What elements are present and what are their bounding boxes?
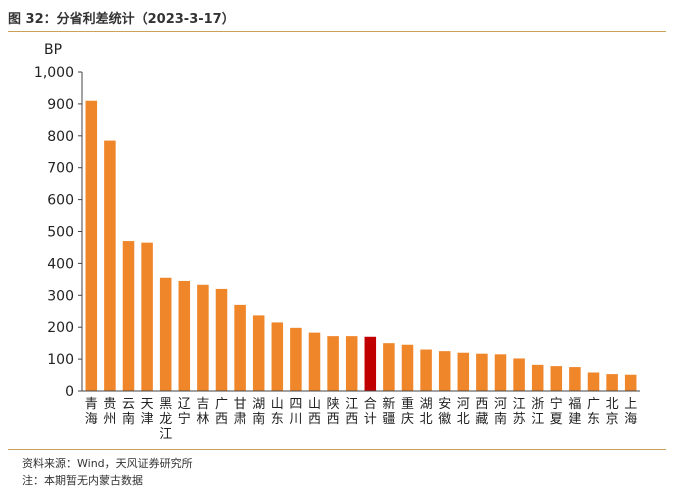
y-tick-label: 0 — [65, 384, 74, 400]
x-category-label: 上海 — [624, 397, 637, 427]
source-note: 资料来源：Wind，天风证券研究所 — [22, 457, 193, 470]
y-tick-label: 100 — [47, 352, 74, 368]
title-divider — [8, 31, 666, 32]
x-category-label: 重庆 — [401, 396, 414, 427]
x-category-label: 河北 — [457, 397, 470, 427]
x-category-label: 宁夏 — [550, 396, 563, 427]
bar — [345, 336, 358, 391]
y-tick-label: 500 — [47, 225, 74, 241]
x-category-label: 江苏 — [513, 397, 526, 427]
bar — [383, 343, 395, 391]
x-category-label: 西藏 — [475, 397, 488, 427]
bar — [215, 288, 228, 391]
x-category-label: 陕西 — [327, 397, 340, 427]
y-tick-label: 900 — [47, 97, 74, 113]
footnote: 注：本期暂无内蒙古数据 — [22, 474, 143, 487]
x-category-label: 甘肃 — [234, 397, 247, 427]
x-category-label: 湖北 — [420, 397, 433, 427]
y-tick-label: 400 — [47, 256, 74, 272]
bar — [252, 315, 265, 391]
x-category-label: 湖南 — [252, 397, 265, 427]
bar — [569, 367, 581, 391]
x-category-label: 吉林 — [196, 397, 209, 427]
y-tick-label: 1,000 — [34, 65, 74, 81]
bar — [234, 304, 246, 391]
bar — [122, 241, 135, 391]
bar — [327, 336, 339, 391]
x-category-label: 北京 — [606, 397, 619, 427]
bar-total — [364, 336, 377, 391]
y-tick-label: 700 — [47, 161, 74, 177]
x-category-label: 合计 — [364, 397, 377, 427]
bar — [587, 372, 600, 391]
x-category-label: 新疆 — [382, 396, 395, 427]
y-axis-unit-label: BP — [44, 42, 62, 58]
x-category-label: 山东 — [271, 397, 284, 427]
bar — [159, 277, 172, 391]
bar — [178, 280, 191, 391]
bar — [494, 354, 507, 391]
x-category-label: 青海 — [85, 397, 98, 427]
chart-title: 图 32：分省利差统计（2023-3-17） — [8, 12, 235, 27]
x-category-label: 云南 — [122, 397, 135, 427]
bar — [308, 332, 321, 391]
bar — [420, 349, 432, 391]
x-category-label: 浙江 — [531, 397, 544, 427]
footer-divider — [8, 449, 666, 450]
x-category-label: 广东 — [587, 397, 600, 427]
bar — [290, 327, 302, 391]
x-category-label: 黑龙江 — [159, 397, 172, 442]
x-category-label: 江西 — [345, 397, 358, 427]
x-category-label: 天津 — [141, 397, 154, 427]
y-axis: 0 100 200 300 400 500 600 700 800 900 1,000 — [34, 65, 83, 400]
bars — [85, 100, 637, 392]
x-axis: 青海贵州云南天津黑龙江辽宁吉林广西甘肃湖南山东四川山西陕西江西合计新疆重庆湖北安… — [82, 390, 640, 442]
y-tick-label: 300 — [47, 288, 74, 304]
bar — [401, 344, 414, 391]
bar — [457, 352, 470, 391]
y-tick-label: 600 — [47, 193, 74, 209]
y-tick-label: 800 — [47, 129, 74, 145]
bar — [624, 374, 637, 391]
bar — [438, 351, 451, 391]
bar — [104, 140, 116, 391]
bar — [141, 242, 153, 391]
x-category-label: 河南 — [494, 397, 507, 427]
bar — [271, 322, 284, 391]
x-category-label: 贵州 — [103, 397, 116, 427]
x-category-label: 广西 — [215, 397, 228, 427]
x-category-label: 山西 — [308, 397, 321, 427]
bar — [531, 364, 544, 391]
x-category-label: 福建 — [568, 397, 581, 427]
x-category-label: 四川 — [289, 397, 302, 427]
bar — [550, 366, 563, 391]
bar-chart: 0 100 200 300 400 500 600 700 800 900 1,000 青海贵州云南… — [34, 42, 640, 442]
x-category-label: 安徽 — [438, 397, 451, 427]
bar — [476, 353, 488, 391]
y-tick-label: 200 — [47, 320, 74, 336]
bar — [513, 358, 525, 391]
bar — [197, 284, 209, 391]
bar — [85, 100, 98, 392]
bar — [606, 374, 618, 391]
x-category-label: 辽宁 — [178, 397, 191, 427]
